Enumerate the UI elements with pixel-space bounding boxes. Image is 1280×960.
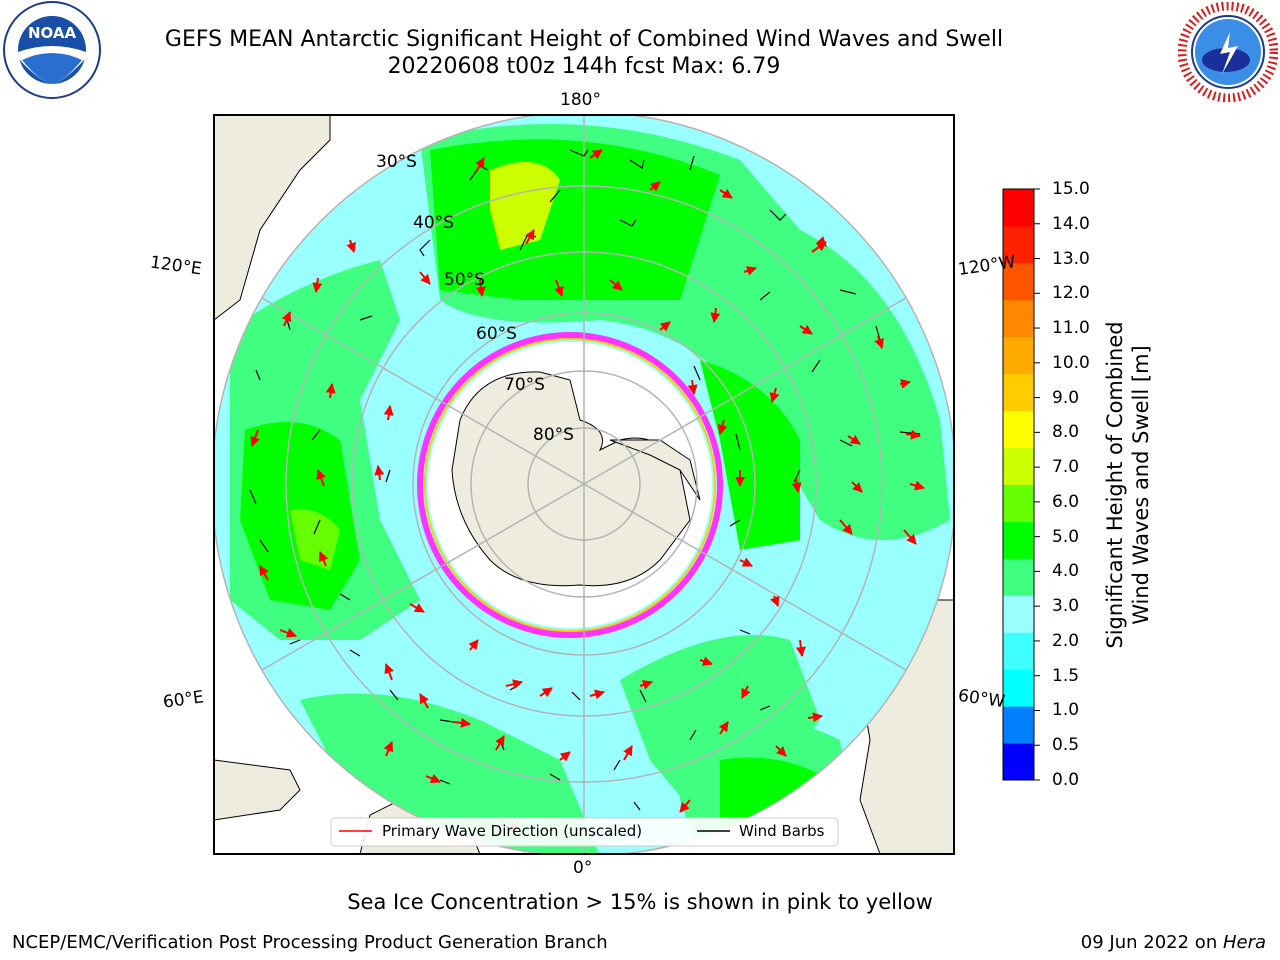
colorbar-step — [1003, 595, 1034, 633]
colorbar-label: Significant Height of Combined Wind Wave… — [1102, 275, 1154, 695]
colorbar-tick-label: 1.5 — [1052, 665, 1080, 686]
lat-label-30s: 30°S — [376, 152, 417, 172]
colorbar-tick-label: 0.5 — [1052, 735, 1080, 756]
lat-label-70s: 70°S — [504, 375, 545, 395]
colorbar-tick-label: 7.0 — [1052, 457, 1080, 478]
colorbar-step — [1003, 521, 1034, 559]
colorbar-tick-label: 9.0 — [1052, 387, 1080, 408]
colorbar-frame — [1002, 188, 1035, 781]
colorbar-tick-label: 0.0 — [1052, 770, 1080, 790]
colorbar-label-line1: Significant Height of Combined — [1103, 321, 1127, 649]
lon-label-180: 180° — [560, 90, 601, 110]
page-title: GEFS MEAN Antarctic Significant Height o… — [164, 27, 1004, 52]
colorbar-tick-label: 12.0 — [1052, 283, 1090, 304]
sea-ice-edge — [417, 332, 723, 638]
colorbar-step — [1003, 706, 1034, 744]
colorbar-step — [1003, 299, 1034, 338]
colorbar-step — [1003, 447, 1034, 485]
graticule — [214, 115, 954, 854]
page-subtitle: 20220608 t00z 144h fcst Max: 6.79 — [387, 54, 781, 79]
colorbar-step — [1003, 669, 1034, 707]
wave-band-5m — [490, 162, 560, 250]
colorbar-tick-label: 14.0 — [1052, 213, 1090, 234]
colorbar-tick-label: 15.0 — [1052, 179, 1090, 199]
colorbar-step — [1003, 484, 1034, 522]
sea-ice-edge-yellow — [424, 338, 716, 632]
map-frame — [213, 114, 955, 855]
noaa-logo-text: NOAA — [28, 24, 77, 42]
colorbar-tick-label: 5.0 — [1052, 526, 1080, 547]
colorbar-tick-label: 2.0 — [1052, 630, 1080, 651]
footer-date: 09 Jun 2022 on Hera — [1081, 932, 1266, 953]
colorbar-step — [1003, 336, 1034, 375]
colorbar-step — [1003, 262, 1034, 301]
colorbar-label-line2: Wind Waves and Swell [m] — [1129, 345, 1153, 625]
footer-branch: NCEP/EMC/Verification Post Processing Pr… — [12, 932, 608, 953]
lat-label-40s: 40°S — [413, 213, 454, 233]
colorbar-step — [1003, 189, 1034, 227]
lat-label-60s: 60°S — [476, 324, 517, 344]
nws-logo — [1178, 2, 1278, 102]
lon-label-0: 0° — [573, 858, 593, 878]
noaa-logo: NOAA — [3, 1, 101, 99]
colorbar-step — [1003, 743, 1034, 781]
lat-label-50s: 50°S — [444, 270, 485, 290]
wave-band-4m-east — [700, 360, 800, 550]
legend-wave-direction: Primary Wave Direction (unscaled) — [382, 822, 643, 840]
colorbar-step — [1003, 225, 1034, 264]
legend-wind-barbs: Wind Barbs — [739, 822, 825, 840]
colorbar-tick-label: 8.0 — [1052, 422, 1080, 443]
lat-label-80s: 80°S — [533, 425, 574, 445]
colorbar-tick-label: 6.0 — [1052, 491, 1080, 512]
colorbar — [1003, 188, 1040, 781]
colorbar-tick-label: 13.0 — [1052, 248, 1090, 269]
colorbar-tick-label: 11.0 — [1052, 318, 1090, 339]
land-antarctica — [451, 371, 691, 587]
colorbar-step — [1003, 373, 1034, 412]
land-australia-nz — [214, 115, 331, 321]
colorbar-step — [1003, 558, 1034, 596]
colorbar-tick-label: 1.0 — [1052, 700, 1080, 721]
colorbar-tick-label: 10.0 — [1052, 352, 1090, 373]
colorbar-tick-label: 4.0 — [1052, 561, 1080, 582]
colorbar-step — [1003, 410, 1034, 449]
colorbar-tick-label: 3.0 — [1052, 596, 1080, 617]
map-legend — [330, 817, 839, 847]
sea-ice-note: Sea Ice Concentration > 15% is shown in … — [347, 890, 933, 914]
colorbar-step — [1003, 632, 1034, 670]
wave-direction-arrows — [250, 149, 925, 833]
footer-date-text: 09 Jun 2022 on — [1080, 932, 1223, 953]
footer-machine: Hera — [1222, 932, 1266, 953]
land-africa — [214, 759, 301, 821]
